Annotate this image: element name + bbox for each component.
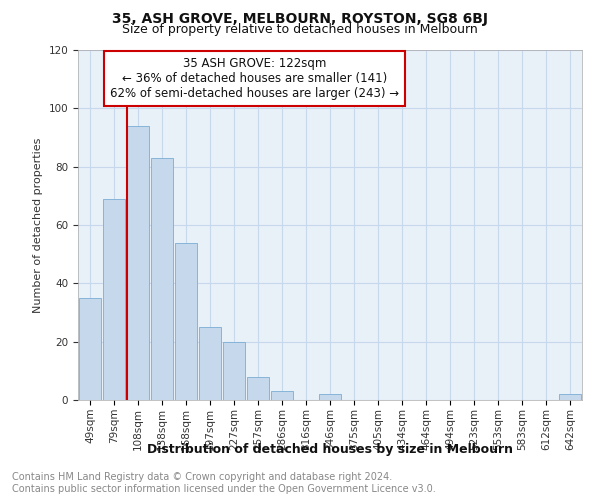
Text: Distribution of detached houses by size in Melbourn: Distribution of detached houses by size … (147, 442, 513, 456)
Text: 35 ASH GROVE: 122sqm
← 36% of detached houses are smaller (141)
62% of semi-deta: 35 ASH GROVE: 122sqm ← 36% of detached h… (110, 57, 399, 100)
Bar (199, 327, 221, 400)
Bar (247, 376, 269, 400)
Text: Contains public sector information licensed under the Open Government Licence v3: Contains public sector information licen… (12, 484, 436, 494)
Text: Size of property relative to detached houses in Melbourn: Size of property relative to detached ho… (122, 22, 478, 36)
Bar (559, 394, 581, 400)
Bar (223, 342, 245, 400)
Bar (319, 394, 341, 400)
Text: Contains HM Land Registry data © Crown copyright and database right 2024.: Contains HM Land Registry data © Crown c… (12, 472, 392, 482)
Bar (175, 242, 197, 400)
Bar (103, 198, 125, 400)
Bar (271, 391, 293, 400)
Text: 35, ASH GROVE, MELBOURN, ROYSTON, SG8 6BJ: 35, ASH GROVE, MELBOURN, ROYSTON, SG8 6B… (112, 12, 488, 26)
Y-axis label: Number of detached properties: Number of detached properties (33, 138, 43, 312)
Bar (151, 158, 173, 400)
Bar (79, 298, 101, 400)
Bar (127, 126, 149, 400)
